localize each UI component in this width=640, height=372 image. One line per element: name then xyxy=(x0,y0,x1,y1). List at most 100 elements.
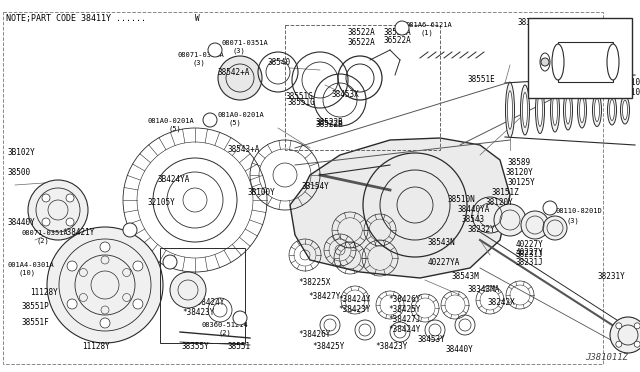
Ellipse shape xyxy=(552,94,557,125)
Text: *38225X: *38225X xyxy=(298,278,330,287)
Ellipse shape xyxy=(566,96,570,124)
Text: 38510N: 38510N xyxy=(448,195,476,204)
Text: CB520M: CB520M xyxy=(555,20,585,29)
Circle shape xyxy=(543,201,557,215)
Circle shape xyxy=(472,197,508,233)
Ellipse shape xyxy=(607,95,616,125)
Bar xyxy=(558,42,613,82)
Circle shape xyxy=(133,261,143,271)
Circle shape xyxy=(616,341,622,347)
Text: 40227YA: 40227YA xyxy=(428,258,460,267)
Text: 08071-0351A: 08071-0351A xyxy=(222,40,269,46)
Text: 40227Y: 40227Y xyxy=(516,240,544,249)
Text: (2): (2) xyxy=(218,330,231,337)
Text: 08110-8201D: 08110-8201D xyxy=(556,208,603,214)
Text: 30125Y: 30125Y xyxy=(508,178,536,187)
Text: 38551F: 38551F xyxy=(22,318,50,327)
Text: 3B102Y: 3B102Y xyxy=(8,148,36,157)
Text: 38440Y: 38440Y xyxy=(445,345,473,354)
Ellipse shape xyxy=(579,97,584,123)
Text: *38427J: *38427J xyxy=(388,315,420,324)
Text: 38210J: 38210J xyxy=(618,78,640,87)
Text: 38453X: 38453X xyxy=(332,90,360,99)
Text: 32105Y: 32105Y xyxy=(148,198,176,207)
Circle shape xyxy=(67,299,77,309)
Text: 38231Y: 38231Y xyxy=(598,272,626,281)
Text: 38551: 38551 xyxy=(228,342,251,351)
Text: *38423Y: *38423Y xyxy=(182,308,214,317)
Text: (3): (3) xyxy=(566,218,579,224)
Bar xyxy=(160,248,245,343)
Text: (5): (5) xyxy=(228,120,241,126)
Circle shape xyxy=(66,218,74,226)
Text: 38543N: 38543N xyxy=(428,238,456,247)
Circle shape xyxy=(100,318,110,328)
Text: S: S xyxy=(237,316,241,321)
Ellipse shape xyxy=(563,90,573,130)
Text: 3B100Y: 3B100Y xyxy=(248,188,276,197)
Text: 38522B: 38522B xyxy=(316,120,344,129)
Circle shape xyxy=(28,180,88,240)
Circle shape xyxy=(218,56,262,100)
Text: (3): (3) xyxy=(232,48,244,55)
Circle shape xyxy=(133,299,143,309)
Ellipse shape xyxy=(520,85,529,135)
Text: 38232Y: 38232Y xyxy=(468,225,496,234)
Text: 38551E: 38551E xyxy=(468,75,496,84)
Text: B: B xyxy=(399,26,403,31)
Text: 38500: 38500 xyxy=(8,168,31,177)
Text: 38551G: 38551G xyxy=(288,98,316,107)
Text: 40227Y: 40227Y xyxy=(516,248,544,257)
Text: 38355Y: 38355Y xyxy=(182,342,210,351)
Ellipse shape xyxy=(552,44,564,80)
Circle shape xyxy=(233,311,247,325)
Text: 38343MA: 38343MA xyxy=(468,285,500,294)
Circle shape xyxy=(42,218,50,226)
Text: 38522A: 38522A xyxy=(348,28,376,37)
Circle shape xyxy=(634,341,640,347)
Text: 38242X: 38242X xyxy=(488,298,516,307)
Text: 38440Y: 38440Y xyxy=(8,218,36,227)
Ellipse shape xyxy=(508,91,513,129)
Ellipse shape xyxy=(550,88,559,132)
Text: *38426Y: *38426Y xyxy=(298,330,330,339)
Text: 081A0-0201A: 081A0-0201A xyxy=(148,118,195,124)
Text: B: B xyxy=(168,260,172,265)
Text: (10): (10) xyxy=(18,270,35,276)
Circle shape xyxy=(521,211,549,239)
Bar xyxy=(528,18,632,98)
Text: 3B424YA: 3B424YA xyxy=(158,175,190,184)
Circle shape xyxy=(208,43,222,57)
Circle shape xyxy=(100,242,110,252)
Text: 38352A: 38352A xyxy=(518,18,546,27)
Circle shape xyxy=(123,223,137,237)
Text: NOTE;PART CODE 38411Y ......: NOTE;PART CODE 38411Y ...... xyxy=(6,14,146,23)
Circle shape xyxy=(42,194,50,202)
Text: CB520M: CB520M xyxy=(558,22,588,31)
Text: 081A0-0201A: 081A0-0201A xyxy=(218,112,265,118)
Text: 11128Y: 11128Y xyxy=(82,342,109,351)
Text: 08360-51214: 08360-51214 xyxy=(202,322,249,328)
Text: *38425Y: *38425Y xyxy=(388,305,420,314)
Text: 38120Y: 38120Y xyxy=(485,198,513,207)
Text: 38151Z: 38151Z xyxy=(492,188,520,197)
Text: (5): (5) xyxy=(168,126,180,132)
Text: 38453Y: 38453Y xyxy=(418,335,445,344)
Text: 38551G: 38551G xyxy=(286,92,314,101)
Text: 08071-0351A: 08071-0351A xyxy=(22,230,68,236)
Text: *38426Y: *38426Y xyxy=(388,295,420,304)
Text: 38543: 38543 xyxy=(462,215,485,224)
Text: 11128Y: 11128Y xyxy=(30,288,58,297)
Text: *38425Y: *38425Y xyxy=(312,342,344,351)
Text: 38120Y: 38120Y xyxy=(505,168,532,177)
Ellipse shape xyxy=(609,99,614,121)
Text: *38424Y: *38424Y xyxy=(388,325,420,334)
Text: *38424Y: *38424Y xyxy=(192,298,225,307)
Circle shape xyxy=(163,255,177,269)
Circle shape xyxy=(203,113,217,127)
Text: 08071-0351A: 08071-0351A xyxy=(178,52,225,58)
Text: 38440YA: 38440YA xyxy=(458,205,490,214)
Text: 38540: 38540 xyxy=(268,58,291,67)
Text: (3): (3) xyxy=(193,60,205,67)
Text: B: B xyxy=(127,228,131,233)
